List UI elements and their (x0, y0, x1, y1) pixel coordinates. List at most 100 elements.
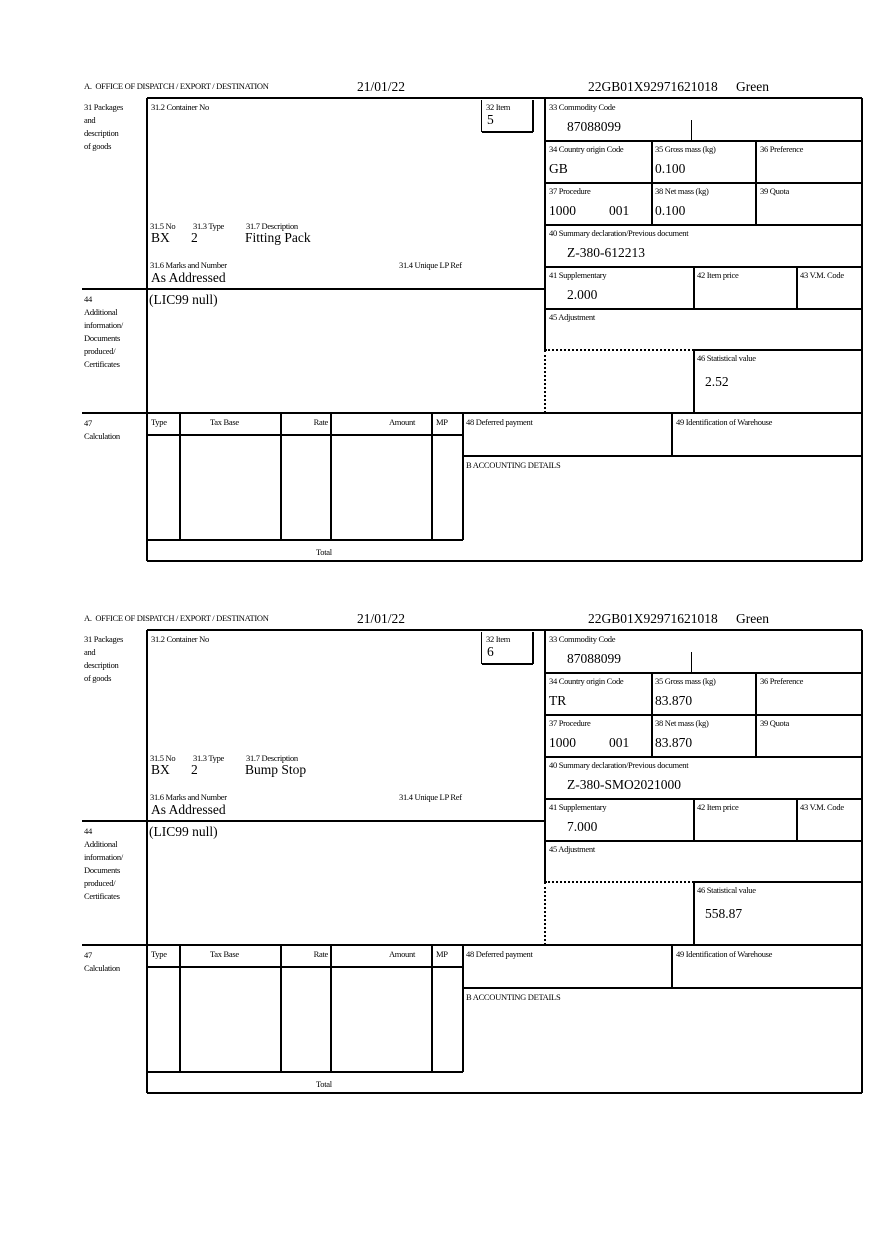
divider (796, 267, 798, 309)
divider (651, 673, 653, 757)
route-status: Green (736, 79, 769, 94)
quota-label: 39 Quota (760, 186, 789, 196)
dotted-divider (544, 882, 546, 945)
additional-info-value: (LIC99 null) (149, 292, 218, 307)
procedure-value: 1000 (549, 203, 576, 218)
additional-info-label: information/ (84, 852, 123, 862)
supplementary-value: 7.000 (567, 819, 598, 834)
procedure-additional-value: 001 (609, 203, 630, 218)
calc-col-rate: Rate (313, 949, 329, 959)
calc-col-mp: MP (436, 949, 448, 959)
divider (462, 413, 464, 540)
divider (147, 539, 463, 541)
divider (545, 798, 862, 800)
additional-info-label: produced/ (84, 346, 116, 356)
divider (545, 308, 862, 310)
mrn-number: 22GB01X92971621018 (588, 611, 718, 626)
supplementary-label: 41 Supplementary (549, 802, 607, 812)
marks-label: 31.6 Marks and Number (150, 260, 227, 270)
container-no-label: 31.2 Container No (151, 102, 209, 112)
dotted-divider (545, 349, 694, 351)
pkg-kind-value: BX (151, 762, 170, 777)
divider (671, 945, 673, 988)
divider (671, 413, 673, 456)
divider (463, 987, 862, 989)
divider (82, 288, 545, 290)
packages-label: description (84, 128, 119, 138)
divider (482, 663, 533, 665)
pkg-no-label: 31.5 No (150, 753, 176, 763)
procedure-label: 37 Procedure (549, 186, 591, 196)
office-heading: A. OFFICE OF DISPATCH / EXPORT / DESTINA… (84, 613, 269, 623)
divider (82, 820, 545, 822)
accounting-details-label: B ACCOUNTING DETAILS (466, 460, 561, 470)
divider (693, 267, 695, 309)
divider (147, 560, 862, 562)
item-label: 32 Item (486, 102, 511, 112)
pkg-type-label: 31.3 Type (193, 221, 225, 231)
vm-code-label: 43 V.M. Code (800, 270, 844, 280)
preference-label: 36 Preference (760, 676, 804, 686)
divider (431, 945, 433, 1072)
divider (82, 412, 862, 414)
adjustment-label: 45 Adjustment (549, 312, 595, 322)
divider (651, 141, 653, 225)
divider (545, 756, 862, 758)
unique-lp-ref-label: 31.4 Unique LP Ref (399, 792, 462, 802)
divider (82, 944, 862, 946)
divider (545, 672, 862, 674)
packages-label: and (84, 647, 96, 657)
divider (545, 140, 862, 142)
additional-info-label: Documents (84, 333, 121, 343)
procedure-additional-value: 001 (609, 735, 630, 750)
country-origin-value: TR (549, 693, 567, 708)
divider (146, 98, 148, 561)
additional-info-label: produced/ (84, 878, 116, 888)
divider (861, 630, 863, 1093)
additional-info-label: Additional (84, 839, 118, 849)
divider (755, 673, 757, 757)
divider (532, 100, 534, 132)
additional-info-label: Certificates (84, 891, 120, 901)
divider (431, 413, 433, 540)
divider (330, 945, 332, 1072)
divider (861, 98, 863, 561)
divider (755, 141, 757, 225)
supplementary-value: 2.000 (567, 287, 598, 302)
divider (147, 1071, 463, 1073)
divider (146, 630, 148, 1093)
accounting-details-label: B ACCOUNTING DETAILS (466, 992, 561, 1002)
marks-value: As Addressed (151, 270, 226, 285)
preference-label: 36 Preference (760, 144, 804, 154)
divider (693, 799, 695, 841)
declaration-date: 21/01/22 (357, 79, 406, 94)
commodity-code-value: 87088099 (567, 119, 621, 134)
marks-value: As Addressed (151, 802, 226, 817)
net-mass-label: 38 Net mass (kg) (655, 718, 709, 728)
dotted-divider (544, 350, 546, 413)
gross-mass-value: 83.870 (655, 693, 693, 708)
pkg-type-label: 31.3 Type (193, 753, 225, 763)
warehouse-id-label: 49 Identification of Warehouse (676, 417, 773, 427)
divider (179, 413, 181, 540)
calculation-label: 47 (84, 950, 92, 960)
item-value: 5 (487, 112, 494, 127)
description-value: Fitting Pack (245, 230, 311, 245)
additional-info-label: Certificates (84, 359, 120, 369)
country-origin-value: GB (549, 161, 568, 176)
pkg-description-label: 31.7 Description (246, 221, 298, 231)
calc-col-mp: MP (436, 417, 448, 427)
summary-declaration-value: Z-380-612213 (567, 245, 645, 260)
summary-declaration-label: 40 Summary declaration/Previous document (549, 760, 689, 770)
net-mass-value: 83.870 (655, 735, 693, 750)
dotted-divider (545, 881, 694, 883)
divider (482, 131, 533, 133)
calc-col-tax-base: Tax Base (210, 417, 239, 427)
item-price-label: 42 Item price (697, 270, 739, 280)
divider (280, 413, 282, 540)
divider (147, 97, 862, 99)
gross-mass-label: 35 Gross mass (kg) (655, 144, 716, 154)
gross-mass-value: 0.100 (655, 161, 686, 176)
country-origin-label: 34 Country origin Code (549, 144, 624, 154)
summary-declaration-label: 40 Summary declaration/Previous document (549, 228, 689, 238)
